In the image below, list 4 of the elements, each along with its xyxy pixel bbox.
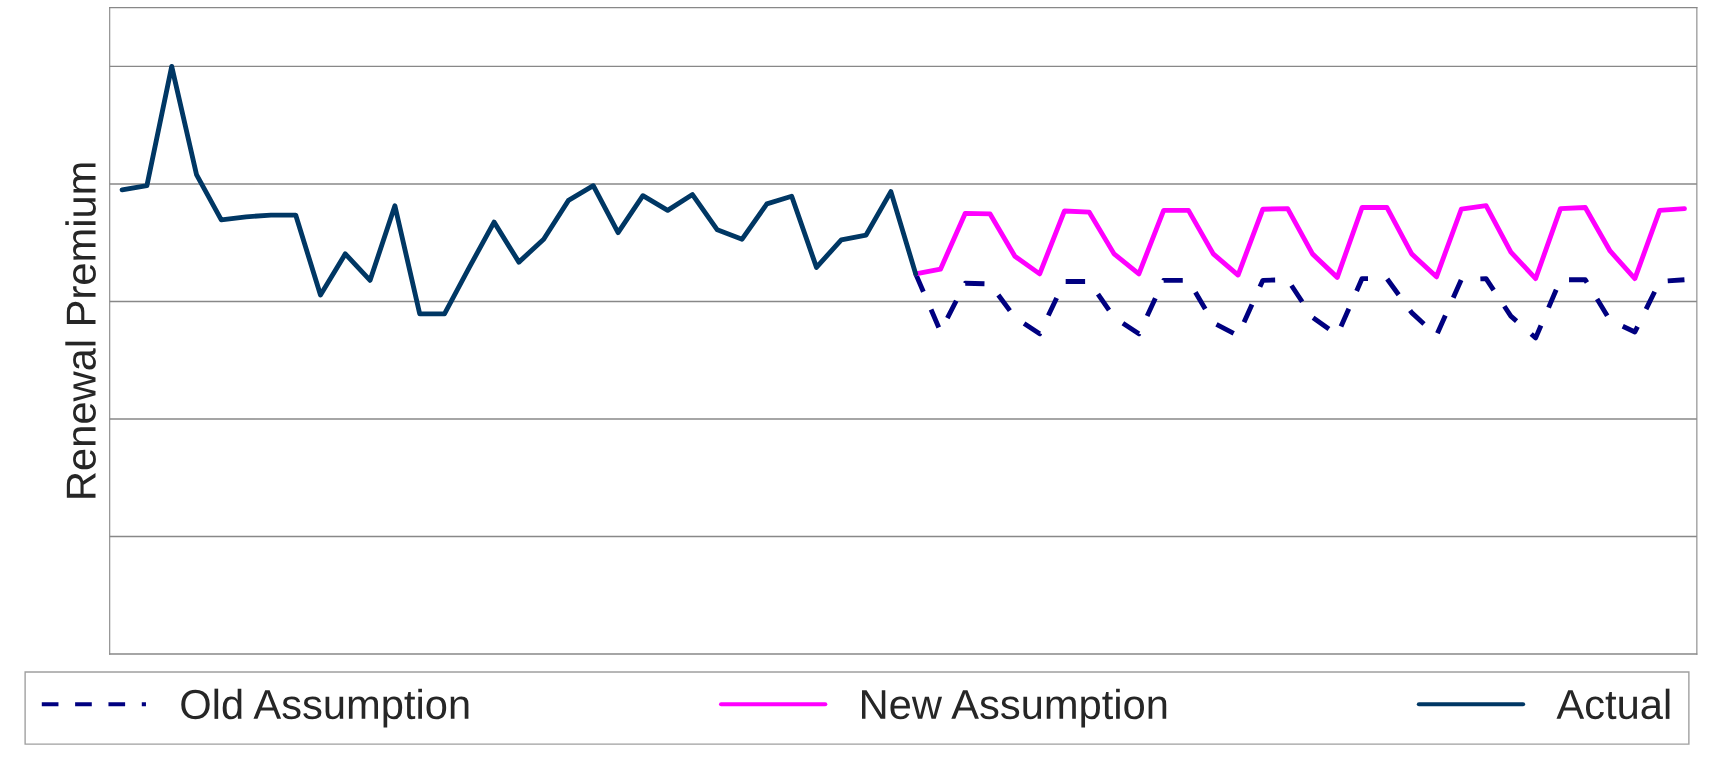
y-axis-title: Renewal Premium (65, 163, 96, 498)
legend-label: New Assumption (862, 688, 1167, 728)
legend-label: Old Assumption (181, 688, 469, 728)
legend-label: Actual (1556, 688, 1670, 720)
